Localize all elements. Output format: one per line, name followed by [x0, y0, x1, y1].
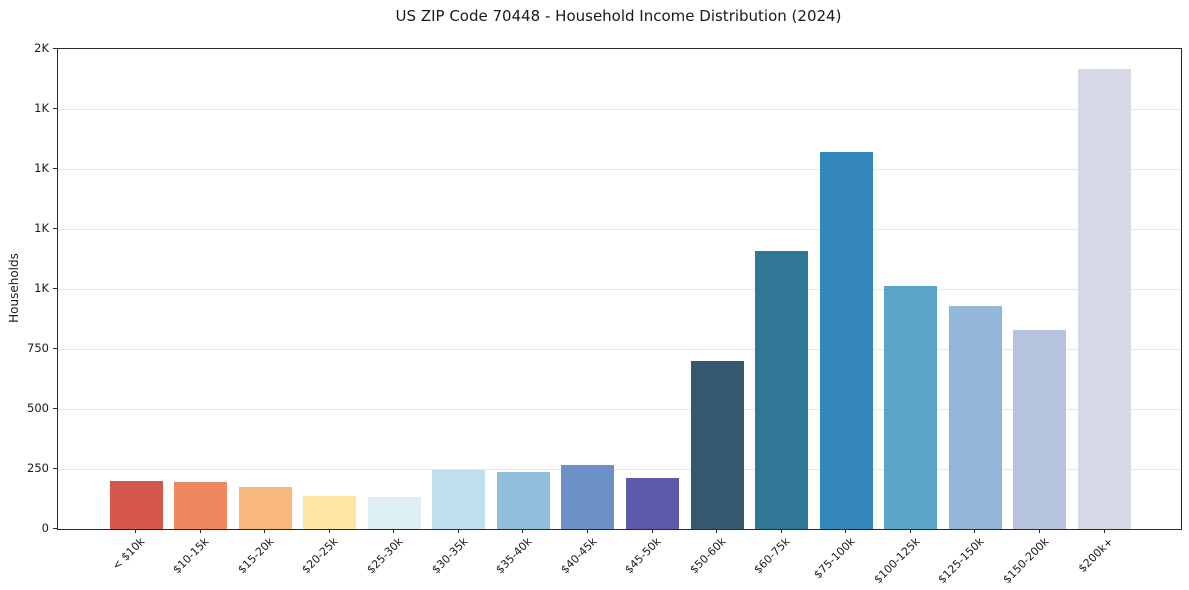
- y-tick-label: 1K: [34, 281, 49, 295]
- gridline: [58, 169, 1181, 170]
- x-tick-label: < $10k: [109, 535, 148, 573]
- x-tick-mark: [135, 529, 136, 533]
- x-tick-mark: [974, 529, 976, 533]
- x-tick-mark: [1103, 529, 1105, 533]
- bar-150-200k: [1013, 329, 1067, 529]
- bar-125-150k: [948, 305, 1002, 529]
- gridline: [58, 409, 1181, 410]
- bar-10k: [109, 481, 163, 529]
- y-tick-mark: [53, 348, 57, 349]
- x-tick-label: $100-125k: [870, 535, 923, 587]
- y-tick-label: 0: [41, 521, 49, 535]
- y-tick-label: 500: [27, 401, 49, 415]
- x-tick-mark: [1038, 529, 1040, 533]
- x-tick-mark: [716, 529, 718, 533]
- x-tick-label: $60-75k: [751, 535, 793, 577]
- x-tick-label: $35-40k: [493, 535, 535, 577]
- bar-25-30k: [367, 496, 421, 529]
- x-tick-label: $25-30k: [364, 535, 406, 577]
- x-tick-mark: [651, 529, 653, 533]
- x-tick-label: $50-60k: [687, 535, 729, 577]
- bar-20-25k: [303, 495, 357, 529]
- x-tick-label: $20-25k: [299, 535, 341, 577]
- bar-10-15k: [174, 482, 228, 529]
- bar-100-125k: [884, 286, 938, 529]
- x-tick-mark: [264, 529, 266, 533]
- gridline: [58, 229, 1181, 230]
- bar-40-45k: [561, 465, 615, 529]
- bar-30-35k: [432, 469, 486, 529]
- chart-title: US ZIP Code 70448 - Household Income Dis…: [395, 7, 842, 25]
- gridline: [58, 289, 1181, 290]
- x-tick-label: $40-45k: [557, 535, 600, 577]
- y-tick-mark: [53, 288, 57, 289]
- y-tick-label: 750: [27, 341, 49, 355]
- y-tick-mark: [53, 228, 57, 229]
- x-tick-label: $30-35k: [428, 535, 471, 577]
- bar-75-100k: [819, 152, 873, 529]
- gridline: [58, 469, 1181, 470]
- bar-45-50k: [626, 478, 680, 529]
- x-tick-mark: [457, 529, 459, 533]
- x-tick-mark: [328, 529, 330, 533]
- x-tick-label: $125-150k: [935, 535, 987, 587]
- y-tick-mark: [53, 408, 57, 409]
- x-tick-mark: [393, 529, 395, 533]
- x-tick-mark: [199, 529, 201, 533]
- y-tick-mark: [53, 528, 57, 529]
- x-tick-label: $150-200k: [1000, 535, 1052, 587]
- bar-50-60k: [690, 361, 744, 529]
- x-tick-mark: [522, 529, 524, 533]
- bar-15-20k: [238, 486, 292, 529]
- y-tick-label: 2K: [34, 41, 49, 55]
- x-tick-label: $45-50k: [622, 535, 664, 577]
- y-tick-label: 250: [27, 461, 49, 475]
- bar-35-40k: [496, 472, 550, 529]
- y-tick-label: 1K: [34, 221, 49, 235]
- plot-area: [57, 48, 1182, 530]
- x-tick-label: $75-100k: [811, 535, 858, 582]
- x-tick-mark: [909, 529, 911, 533]
- gridline: [58, 109, 1181, 110]
- x-tick-label: $10-15k: [170, 535, 212, 577]
- y-tick-mark: [53, 108, 57, 109]
- x-tick-mark: [586, 529, 588, 533]
- x-tick-mark: [845, 529, 847, 533]
- y-tick-mark: [53, 48, 57, 49]
- x-tick-mark: [780, 529, 782, 533]
- gridline: [58, 349, 1181, 350]
- bar-200k: [1078, 69, 1132, 529]
- y-tick-label: 1K: [34, 101, 49, 115]
- y-tick-label: 1K: [34, 161, 49, 175]
- y-tick-mark: [53, 468, 57, 469]
- y-tick-mark: [53, 168, 57, 169]
- x-tick-label: $15-20k: [235, 535, 277, 577]
- x-tick-label: $200k+: [1075, 535, 1116, 576]
- bar-60-75k: [755, 250, 809, 529]
